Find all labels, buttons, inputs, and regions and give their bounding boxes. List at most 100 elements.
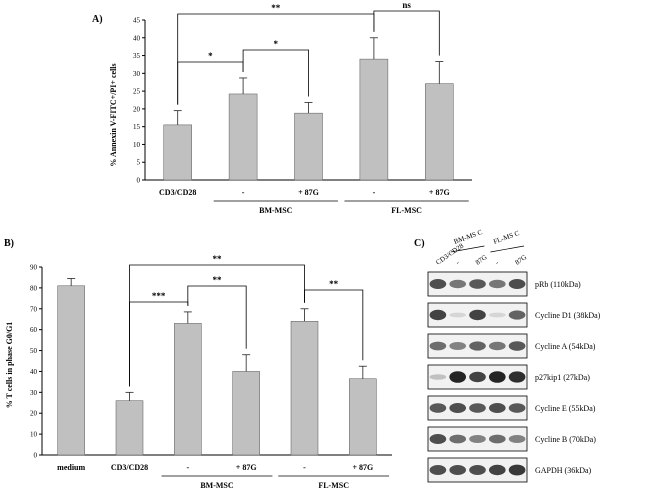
- panel-c-band: [469, 371, 486, 383]
- panel-a-significance-label: *: [208, 51, 213, 61]
- panel-c-band: [449, 342, 467, 350]
- panel-b-significance-label: ***: [152, 291, 166, 301]
- panel-a-y-axis-label: % Annexin V-FITC+/PI+ cells: [109, 63, 118, 166]
- panel-a-y-tick-label: 15: [133, 123, 141, 131]
- panel-c-lane-label: -: [494, 258, 501, 266]
- panel-b: B) % T cells in phase G0/G1 0 10 20 30 40 50 6…: [4, 238, 392, 489]
- panel-c-band: [449, 465, 467, 475]
- panel-a-category-label: -: [373, 188, 376, 197]
- panel-a-group-label: FL-MSC: [391, 206, 422, 215]
- panel-c-band: [469, 403, 486, 413]
- panel-b-category-label: medium: [57, 463, 85, 472]
- panel-c-band-label: Cycline D1 (38kDa): [535, 311, 601, 320]
- panel-a-bar: [163, 124, 192, 181]
- panel-a-significance-bracket: [242, 49, 309, 97]
- panel-c-band-label: Cycline E (55kDa): [535, 404, 596, 413]
- panel-b-y-tick-label: 80: [30, 284, 38, 292]
- panel-a-y-tick-label: 40: [133, 34, 141, 42]
- panel-b-y-tick-label: 20: [30, 410, 38, 418]
- panel-b-group-label: BM-MSC: [200, 481, 234, 489]
- panel-c-band-label: Cycline A (54kDa): [535, 342, 596, 351]
- panel-c-lane-label: 87G: [514, 253, 528, 266]
- panel-c-band: [449, 403, 467, 413]
- panel-c-band-label: Cycline B (70kDa): [535, 435, 596, 444]
- panel-c-lane-label: -: [454, 258, 461, 266]
- panel-c-band: [508, 279, 526, 289]
- panel-b-significance-label: **: [213, 275, 223, 285]
- panel-c-band: [488, 371, 506, 383]
- panel-b-bar: [57, 285, 85, 456]
- panel-b-significance-label: **: [329, 279, 339, 289]
- panel-c-band: [469, 465, 486, 475]
- panel-b-group-label: FL-MSC: [318, 481, 349, 489]
- panel-c-band: [508, 464, 526, 476]
- panel-b-y-axis-label: % T cells in phase G0/G1: [5, 322, 14, 409]
- panel-c-group-label: FL-MS C: [492, 229, 520, 246]
- panel-a-category-label: + 87G: [429, 188, 450, 197]
- panel-a: A) % Annexin V-FITC+/PI+ cells 0 5 10 15 20 2…: [92, 0, 472, 215]
- panel-b-significance-bracket: [129, 264, 305, 387]
- panel-c-group-label: BM-MS C: [453, 228, 484, 246]
- panel-b-y-tick-label: 30: [30, 389, 38, 397]
- panel-b-category-label: -: [186, 463, 189, 472]
- panel-c-band: [488, 341, 506, 351]
- panel-c-band-label: GAPDH (36kDa): [535, 466, 592, 475]
- panel-c-band: [508, 341, 526, 351]
- panel-a-y-tick-label: 30: [133, 70, 141, 78]
- panel-a-category-label: + 87G: [298, 188, 319, 197]
- panel-a-significance-label: ns: [402, 0, 411, 10]
- panel-a-group-label: BM-MSC: [259, 206, 293, 215]
- panel-a-bar: [294, 112, 323, 181]
- panel-b-category-label: CD3/CD28: [111, 463, 148, 472]
- panel-b-category-label: -: [303, 463, 306, 472]
- panel-c-band: [429, 434, 447, 444]
- panel-a-bar: [359, 58, 389, 181]
- panel-c-band: [449, 279, 467, 289]
- panel-b-significance-bracket: [187, 285, 247, 349]
- panel-a-category-label: CD3/CD28: [159, 188, 196, 197]
- panel-c-band-label: p27kip1 (27kDa): [535, 373, 590, 382]
- panel-b-y-tick-label: 70: [30, 305, 38, 313]
- panel-c-band: [488, 279, 506, 289]
- panel-c-band: [429, 309, 447, 321]
- panel-c-band: [488, 312, 506, 318]
- panel-c-band: [488, 464, 506, 476]
- panel-c-band: [488, 403, 506, 413]
- panel-a-significance-label: *: [274, 39, 279, 49]
- panel-c-band: [429, 341, 447, 351]
- panel-b-y-tick-label: 90: [30, 264, 38, 272]
- panel-c-band-label: pRb (110kDa): [535, 280, 581, 289]
- panel-b-letter: B): [4, 238, 14, 249]
- panel-b-significance-label: **: [213, 254, 223, 264]
- panel-c-band: [469, 435, 486, 443]
- panel-a-significance-label: **: [271, 3, 281, 13]
- panel-c-lane-label: CD3/CD28: [434, 242, 465, 267]
- panel-a-letter: A): [92, 14, 103, 25]
- panel-b-y-tick-label: 40: [30, 368, 38, 376]
- panel-a-significance-bracket: [373, 10, 440, 56]
- panel-a-y-tick-label: 10: [133, 141, 141, 149]
- panel-b-bar: [349, 378, 377, 456]
- panel-a-bar: [228, 93, 258, 181]
- panel-c-band: [508, 371, 526, 383]
- panel-b-bar: [174, 323, 202, 456]
- panel-c-band: [429, 374, 447, 380]
- panel-b-y-tick-label: 0: [34, 452, 38, 460]
- panel-c-band: [449, 371, 467, 383]
- panel-c-band: [449, 434, 467, 444]
- panel-a-y-tick-label: 20: [133, 105, 141, 113]
- panel-c-band: [449, 312, 467, 318]
- panel-c-band: [508, 310, 526, 320]
- panel-c-lane-label: 87G: [474, 253, 488, 266]
- panel-b-bar: [115, 400, 144, 456]
- panel-c-band: [429, 465, 447, 475]
- panel-b-bar: [290, 321, 319, 456]
- panel-c-group-underline: [490, 245, 525, 253]
- panel-b-y-tick-label: 50: [30, 347, 38, 355]
- panel-c-band: [429, 403, 447, 413]
- panel-c-band: [429, 279, 447, 289]
- panel-b-significance-bracket: [304, 289, 364, 361]
- panel-a-y-tick-label: 5: [137, 159, 141, 167]
